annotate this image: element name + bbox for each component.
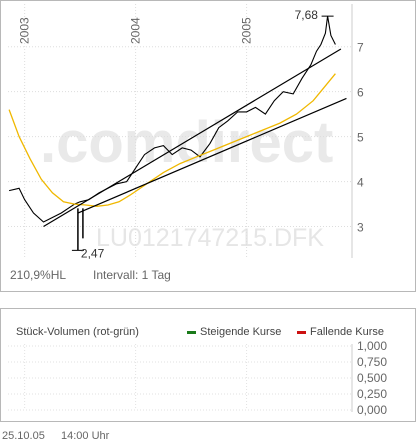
volume-tick-label: 1,000	[357, 339, 387, 353]
trendline	[77, 97, 347, 214]
price-tick-label: 4	[357, 176, 364, 190]
footer-date: 25.10.05	[2, 430, 45, 442]
interval-label: Intervall: 1 Tag	[93, 268, 171, 282]
trendline	[43, 48, 342, 228]
legend-falling-swatch	[297, 330, 306, 334]
instrument-id-text: LU0121747215.DFK	[96, 224, 324, 252]
volume-tick-label: 0,250	[357, 387, 387, 401]
volume-chart-panel	[0, 308, 416, 422]
year-label: 2005	[240, 17, 254, 44]
price-tick-label: 7	[357, 41, 364, 55]
footer-time: 14:00 Uhr	[61, 430, 110, 442]
price-line	[8, 16, 336, 223]
volume-tick-label: 0,000	[357, 403, 387, 417]
legend-rising-label: Steigende Kurse	[200, 326, 282, 338]
volume-tick-label: 0,750	[357, 355, 387, 369]
volume-title: Stück-Volumen (rot-grün)	[16, 326, 139, 338]
legend-falling-label: Fallende Kurse	[310, 326, 384, 338]
legend-rising-swatch	[187, 330, 196, 334]
price-tick-label: 5	[357, 131, 364, 145]
price-tick-label: 6	[357, 86, 364, 100]
year-label: 2003	[18, 17, 32, 44]
volume-tick-label: 0,500	[357, 371, 387, 385]
legend-rising: Steigende Kurse	[187, 326, 281, 338]
low-label: 2,47	[81, 246, 105, 260]
price-tick-label: 3	[357, 221, 364, 235]
legend-falling: Fallende Kurse	[297, 326, 384, 338]
watermark-text: .comdirect	[40, 110, 333, 175]
year-label: 2004	[129, 17, 143, 44]
high-label: 7,68	[295, 8, 319, 22]
percent-change: 210,9%HL	[10, 268, 67, 282]
